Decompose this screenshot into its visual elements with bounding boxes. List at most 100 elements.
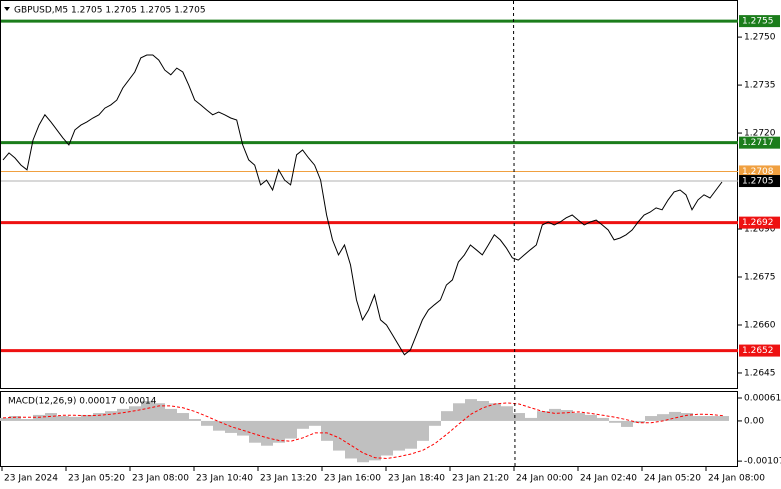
y-tick-label: 1.2660 bbox=[744, 320, 776, 330]
price-level-box bbox=[739, 344, 780, 357]
x-tick-label: 23 Jan 08:00 bbox=[132, 474, 189, 484]
macd-bar bbox=[45, 413, 57, 421]
macd-bar bbox=[165, 408, 177, 421]
macd-bar bbox=[609, 420, 621, 423]
y-tick-label: 1.2675 bbox=[744, 273, 776, 283]
y-tick-label: 1.2750 bbox=[744, 33, 776, 43]
macd-pane-frame bbox=[0, 391, 738, 467]
macd-bar bbox=[333, 420, 345, 451]
price-line bbox=[2, 54, 723, 356]
macd-bar bbox=[405, 420, 417, 449]
macd-bar bbox=[345, 420, 357, 459]
y-tick-label: 0.00 bbox=[744, 416, 764, 426]
x-tick-label: 23 Jan 16:00 bbox=[324, 474, 381, 484]
x-tick-label: 23 Jan 2024 bbox=[4, 474, 58, 484]
macd-bar bbox=[153, 403, 165, 421]
macd-bar bbox=[633, 420, 645, 423]
macd-bar bbox=[309, 420, 321, 426]
price-level-label: 1.2708 bbox=[742, 167, 774, 177]
macd-bar bbox=[21, 419, 33, 421]
macd-bar bbox=[57, 416, 69, 421]
macd-bar bbox=[549, 408, 561, 421]
macd-bar bbox=[537, 411, 549, 421]
macd-bar bbox=[489, 403, 501, 421]
macd-bar bbox=[297, 420, 309, 429]
macd-bar bbox=[33, 414, 45, 421]
macd-bar bbox=[705, 416, 717, 421]
macd-bar bbox=[657, 414, 669, 421]
x-tick-label: 23 Jan 05:20 bbox=[68, 474, 125, 484]
x-tick-label: 24 Jan 05:20 bbox=[644, 474, 701, 484]
macd-bar bbox=[477, 401, 489, 421]
macd-bar bbox=[141, 401, 153, 421]
price-level-box bbox=[739, 165, 780, 178]
macd-bar bbox=[117, 408, 129, 421]
price-level-label: 1.2652 bbox=[742, 346, 774, 356]
macd-bar bbox=[465, 399, 477, 421]
price-level-label: 1.2717 bbox=[742, 138, 774, 148]
macd-bar bbox=[417, 420, 429, 441]
macd-bar bbox=[237, 420, 249, 436]
macd-bar bbox=[69, 416, 81, 421]
macd-bar bbox=[9, 416, 21, 421]
macd-bar bbox=[285, 420, 297, 439]
macd-bar bbox=[261, 420, 273, 446]
macd-bar bbox=[393, 420, 405, 451]
y-tick-label: 1.2735 bbox=[744, 81, 776, 91]
macd-bar bbox=[357, 420, 369, 463]
x-tick-label: 23 Jan 21:20 bbox=[452, 474, 509, 484]
macd-bar bbox=[321, 420, 333, 441]
macd-bar bbox=[369, 420, 381, 461]
macd-bar bbox=[441, 411, 453, 421]
price-level-box bbox=[739, 15, 780, 28]
x-tick-label: 24 Jan 02:40 bbox=[580, 474, 637, 484]
macd-bar bbox=[429, 420, 441, 426]
price-pane-frame bbox=[0, 0, 738, 389]
macd-bar bbox=[81, 414, 93, 421]
price-level-box bbox=[739, 136, 780, 149]
price-level-label: 1.2755 bbox=[742, 17, 774, 27]
macd-bar bbox=[621, 420, 633, 427]
y-tick-label: 0.00061 bbox=[744, 394, 781, 404]
macd-bar bbox=[693, 416, 705, 421]
macd-bar bbox=[189, 419, 201, 421]
y-tick-label: 1.2645 bbox=[744, 368, 776, 378]
x-tick-label: 23 Jan 18:40 bbox=[388, 474, 445, 484]
signal-line bbox=[2, 402, 724, 460]
x-tick-label: 23 Jan 13:20 bbox=[260, 474, 317, 484]
macd-bar bbox=[717, 416, 729, 421]
y-tick-label: 1.2720 bbox=[744, 129, 776, 139]
price-level-box bbox=[739, 216, 780, 229]
macd-bar bbox=[453, 403, 465, 421]
chart-title: GBPUSD,M5 1.2705 1.2705 1.2705 1.2705 bbox=[14, 6, 206, 16]
macd-bar bbox=[525, 417, 537, 421]
macd-bar bbox=[381, 420, 393, 456]
x-tick-label: 24 Jan 08:00 bbox=[708, 474, 765, 484]
macd-bar bbox=[213, 420, 225, 431]
price-level-box bbox=[739, 175, 780, 188]
macd-bar bbox=[273, 420, 285, 443]
macd-bar bbox=[513, 413, 525, 421]
macd-bar bbox=[177, 413, 189, 421]
macd-bar bbox=[585, 414, 597, 421]
macd-bar bbox=[597, 417, 609, 421]
price-level-label: 1.2692 bbox=[742, 218, 774, 228]
macd-bar bbox=[93, 413, 105, 421]
macd-bar bbox=[501, 406, 513, 421]
macd-bar bbox=[129, 406, 141, 421]
macd-bar bbox=[105, 411, 117, 421]
x-tick-label: 24 Jan 00:00 bbox=[516, 474, 573, 484]
macd-bar bbox=[561, 410, 573, 421]
price-level-label: 1.2705 bbox=[742, 177, 774, 187]
macd-title: MACD(12,26,9) 0.00017 0.00014 bbox=[8, 397, 157, 407]
macd-bar bbox=[0, 417, 9, 421]
macd-bar bbox=[669, 411, 681, 421]
macd-bar bbox=[681, 413, 693, 421]
y-tick-label: -0.00107 bbox=[744, 457, 781, 467]
macd-bar bbox=[249, 420, 261, 443]
y-tick-label: 1.2690 bbox=[744, 225, 776, 235]
x-tick-label: 23 Jan 10:40 bbox=[196, 474, 253, 484]
macd-bar bbox=[645, 416, 657, 421]
